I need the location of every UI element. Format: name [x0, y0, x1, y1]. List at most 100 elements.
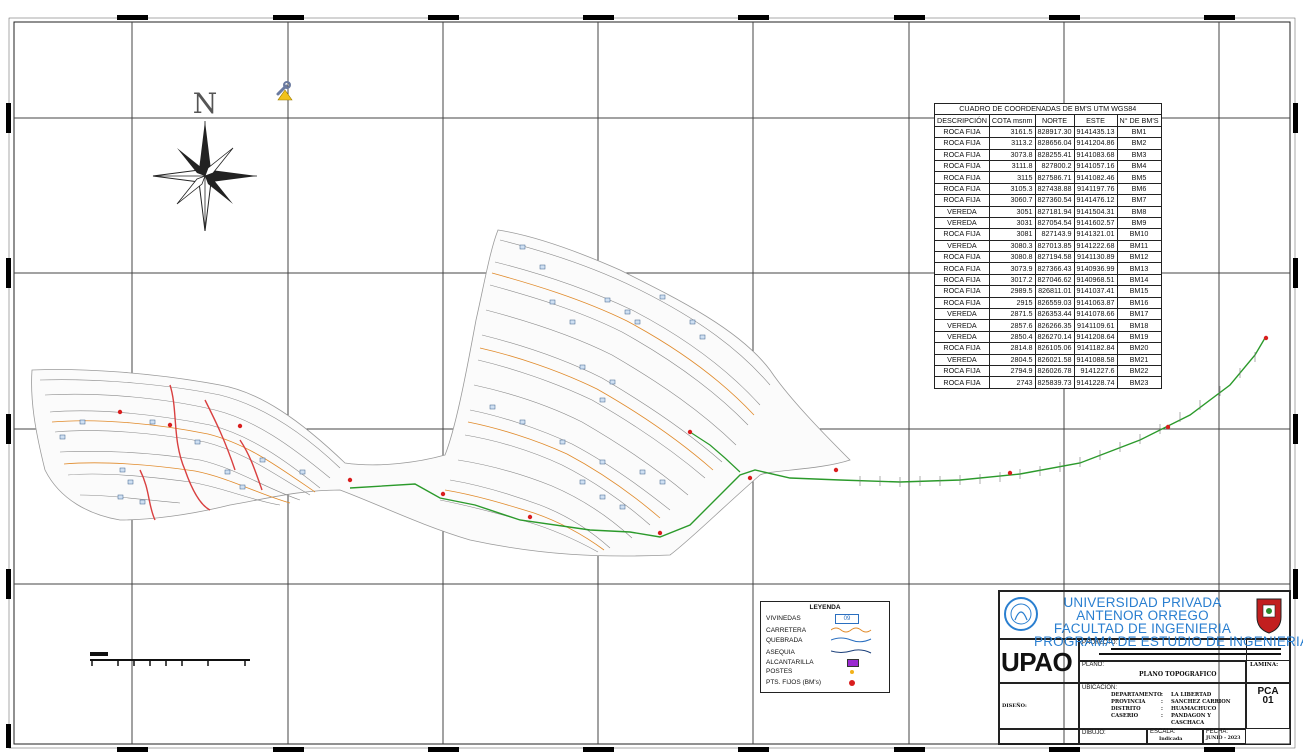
bm-descripcion: ROCA FIJA: [934, 148, 990, 161]
bm-cota: 3080.8: [988, 251, 1036, 264]
bm-norte: 828917.30: [1034, 125, 1075, 139]
bm-este: 9141602.57: [1073, 216, 1118, 230]
bm-cota: 3051: [988, 205, 1036, 218]
bm-cota: 2989.5: [988, 285, 1036, 298]
bm-cota: 3017.2: [988, 273, 1036, 287]
ubicacion-sep: :: [1161, 713, 1163, 719]
bm-norte: 825839.73: [1034, 376, 1075, 389]
bm-cota: 2814.8: [988, 342, 1036, 355]
bm-cota: 2804.5: [988, 353, 1036, 367]
ubicacion-row: DISTRITO: HUAMACHUCO: [1111, 706, 1241, 713]
bm-norte: 828656.04: [1034, 137, 1075, 150]
bm-norte: 827054.54: [1034, 216, 1075, 230]
index-contours: [51, 272, 755, 551]
bm-norte: 827360.54: [1034, 194, 1075, 207]
legend-title: LEYENDA: [809, 604, 841, 611]
ubicacion-value: PANDAGON Y CASCHACA: [1171, 713, 1212, 726]
lamina-number-cell: [1246, 683, 1290, 729]
dibujo-label: DIBUJO:: [1082, 730, 1106, 736]
bm-cota: 2743: [988, 376, 1036, 389]
legend-label: QUEBRADA: [766, 637, 803, 644]
bm-este: 9141083.68: [1073, 148, 1118, 161]
bm-norte: 827013.85: [1034, 239, 1075, 253]
lamina-label: LAMINA:: [1250, 662, 1279, 668]
bm-table-row: VEREDA 3080.3 827013.85 9141222.68 BM11: [934, 239, 1162, 253]
bm-descripcion: ROCA FIJA: [934, 137, 990, 150]
scale-bar: [90, 652, 250, 666]
bm-table-row: VEREDA 2850.4 826270.14 9141208.64 BM19: [934, 330, 1162, 344]
bm-descripcion: ROCA FIJA: [934, 194, 990, 207]
bm-este: 9141208.64: [1073, 330, 1118, 344]
bm-numero: BM5: [1116, 171, 1162, 184]
university-line-1: UNIVERSIDAD PRIVADA ANTENOR ORREGO: [1063, 595, 1222, 623]
bm-cota: 3161.5: [988, 125, 1036, 139]
legend-item-viviendas: VIVINEDAS: [766, 615, 801, 622]
bm-table-row: ROCA FIJA 2989.5 826811.01 9141037.41 BM15: [934, 285, 1162, 298]
ubicacion-key: DEPARTAMENTO: [1111, 692, 1162, 698]
bm-numero: BM22: [1116, 364, 1162, 378]
bm-este: 9141476.12: [1073, 194, 1118, 207]
benchmark-symbol-icon: [849, 680, 855, 686]
bm-numero: BM20: [1116, 342, 1162, 355]
bm-descripcion: ROCA FIJA: [934, 171, 990, 184]
bm-este: 9141063.87: [1073, 296, 1118, 310]
bm-cota: 2794.9: [988, 364, 1036, 378]
bm-numero: BM4: [1116, 159, 1162, 173]
road-spur: [689, 431, 741, 473]
bm-norte: 826021.58: [1034, 353, 1075, 367]
bm-descripcion: VEREDA: [934, 330, 990, 344]
bm-este: 9141222.68: [1073, 239, 1118, 253]
bm-descripcion: VEREDA: [934, 205, 990, 218]
bm-table-row: ROCA FIJA 2814.8 826105.06 9141182.84 BM20: [934, 342, 1162, 355]
bm-norte: 827366.43: [1034, 262, 1075, 275]
ubicacion-row: DEPARTAMENTO: LA LIBERTAD: [1111, 692, 1241, 699]
creek-lines: [139, 384, 263, 521]
bm-table-row: ROCA FIJA 3060.7 827360.54 9141476.12 BM7: [934, 194, 1162, 207]
bm-numero: BM2: [1116, 137, 1162, 150]
bm-cota: 3060.7: [988, 194, 1036, 207]
bm-descripcion: ROCA FIJA: [934, 376, 990, 389]
wrench-warning-icon[interactable]: [276, 81, 293, 101]
bm-norte: 827194.58: [1034, 251, 1075, 264]
bm-descripcion: VEREDA: [934, 319, 990, 332]
bm-descripcion: ROCA FIJA: [934, 342, 990, 355]
benchmark-points: [117, 335, 1269, 536]
sheet-border: [13, 21, 1291, 745]
legend-label: ALCANTARILLA: [766, 659, 814, 666]
bm-numero: BM16: [1116, 296, 1162, 310]
contour-lines: [39, 239, 771, 553]
bm-este: 9141057.16: [1073, 159, 1118, 173]
ubicacion-key: PROVINCIA: [1111, 699, 1146, 705]
bm-table-row: VEREDA 2871.5 826353.44 9141078.66 BM17: [934, 308, 1162, 321]
ubicacion-value: LA LIBERTAD: [1171, 692, 1212, 698]
bm-este: 9141037.41: [1073, 285, 1118, 298]
bm-este: 9141078.66: [1073, 308, 1118, 321]
bm-este: 9141504.31: [1073, 205, 1118, 218]
bm-cota: 2850.4: [988, 330, 1036, 344]
ubicacion-cell: [1079, 683, 1246, 729]
bm-cota: 3105.3: [988, 182, 1036, 196]
bm-norte: 826026.78: [1034, 364, 1075, 378]
bm-cota: 3111.8: [988, 159, 1036, 173]
bm-norte: 827046.62: [1034, 273, 1075, 287]
bm-cota: 2915: [988, 296, 1036, 310]
bm-descripcion: VEREDA: [934, 239, 990, 253]
bm-header-norte: NORTE: [1034, 114, 1075, 127]
university-line-3: PROGRAMA DE ESTUDIO DE INGENIERIA CIVIL: [1034, 634, 1303, 649]
bm-este: 9141088.58: [1073, 353, 1118, 367]
proyecto-text-line: [1111, 648, 1281, 650]
border-ticks: [6, 15, 1298, 752]
bm-descripcion: ROCA FIJA: [934, 364, 990, 378]
bm-numero: BM14: [1116, 273, 1162, 287]
bm-table-row: ROCA FIJA 3073.8 828255.41 9141083.68 BM3: [934, 148, 1162, 161]
diseno-label: DISEÑO:: [1002, 703, 1027, 709]
plano-value: PLANO TOPOGRAFICO: [1139, 671, 1217, 678]
bm-numero: BM18: [1116, 319, 1162, 332]
legend-item-quebrada: QUEBRADA: [766, 637, 802, 644]
bm-table-row: ROCA FIJA 2915 826559.03 9141063.87 BM16: [934, 296, 1162, 310]
bm-descripcion: ROCA FIJA: [934, 125, 990, 139]
bm-cota: 3031: [988, 216, 1036, 230]
bm-table-row: ROCA FIJA 3105.3 827438.88 9141197.76 BM6: [934, 182, 1162, 196]
bm-descripcion: ROCA FIJA: [934, 182, 990, 196]
north-label: N: [193, 87, 218, 120]
